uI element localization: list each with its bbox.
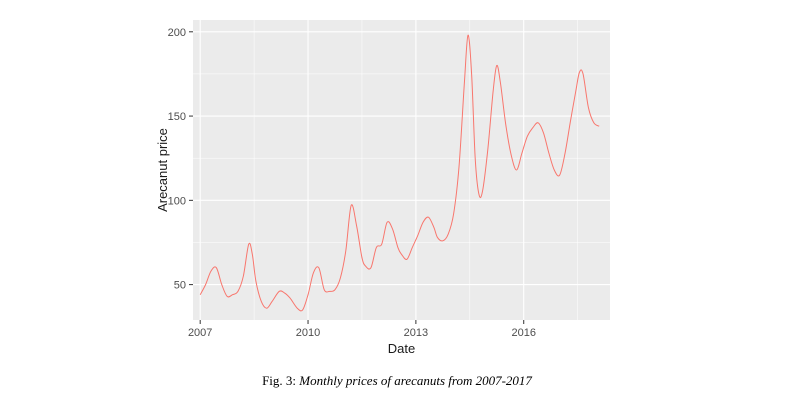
line-chart: 50 100 150 200 2007 2010 2013 2016 Date Arecan…	[155, 20, 610, 356]
y-tick-label: 200	[168, 27, 186, 39]
x-tick-label: 2013	[404, 327, 428, 339]
x-tick-label: 2007	[188, 327, 212, 339]
price-series-line	[199, 34, 600, 312]
y-tick-label: 50	[174, 280, 186, 292]
x-tick-label: 2010	[296, 327, 320, 339]
x-axis-title: Date	[388, 341, 415, 356]
y-tick-label: 100	[168, 195, 186, 207]
figure-caption: Fig. 3: Monthly prices of arecanuts from…	[0, 373, 794, 389]
caption-text: Monthly prices of arecanuts from 2007-20…	[299, 373, 532, 388]
y-tick-label: 150	[168, 111, 186, 123]
y-axis-ticks: 50 100 150 200	[168, 27, 193, 292]
plot-panel	[193, 20, 610, 320]
caption-label: Fig. 3:	[262, 373, 297, 388]
minor-gridlines	[193, 20, 610, 320]
x-tick-label: 2016	[511, 327, 535, 339]
major-gridlines	[193, 20, 610, 320]
y-axis-title: Arecanut price	[155, 128, 170, 212]
x-axis-ticks: 2007 2010 2013 2016	[188, 320, 536, 339]
